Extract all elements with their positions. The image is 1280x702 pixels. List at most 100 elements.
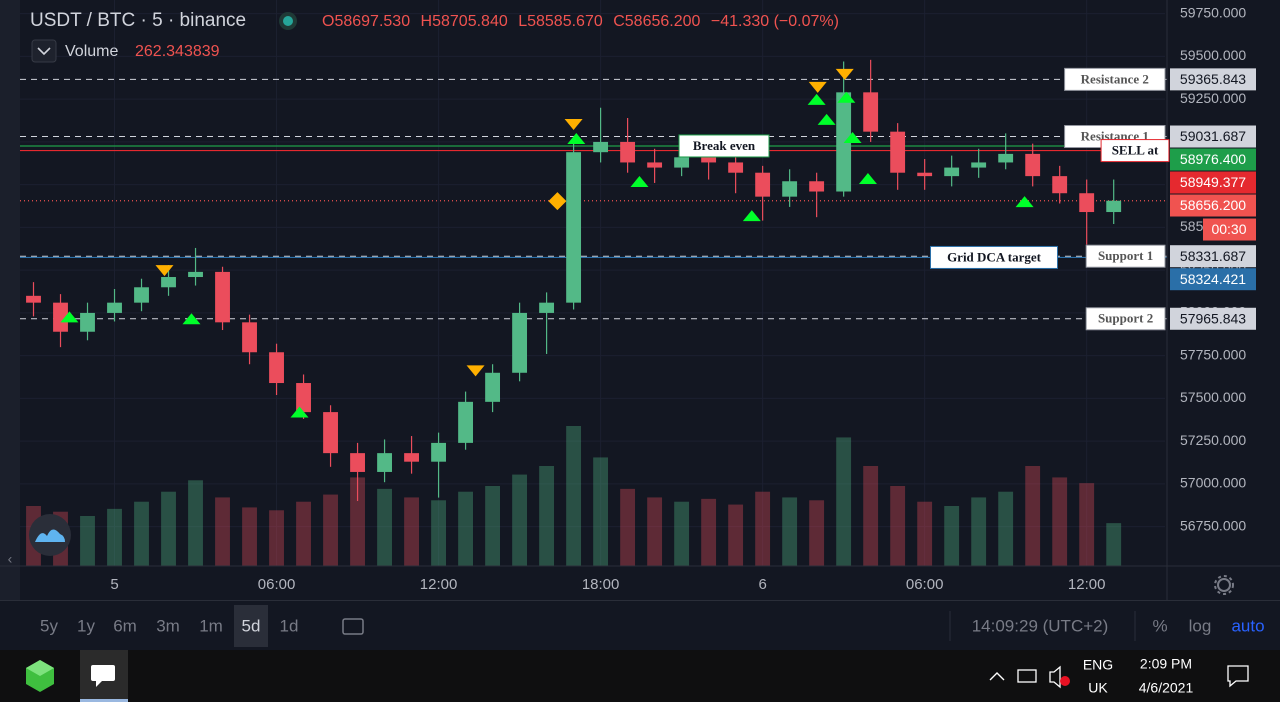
left-strip <box>0 0 20 600</box>
tray-time[interactable]: 2:09 PM <box>1140 656 1192 672</box>
scale-option[interactable]: auto <box>1231 616 1264 635</box>
volume-bar <box>404 497 419 566</box>
x-tick-label: 06:00 <box>258 576 296 593</box>
range-button[interactable]: 5d <box>242 616 261 635</box>
candle-body <box>350 453 365 472</box>
price-label: 58324.421 <box>1180 271 1246 287</box>
candle-body <box>80 312 95 332</box>
ohlc-value: 58705.840 <box>432 13 508 30</box>
candle-body <box>485 372 501 402</box>
clock[interactable]: 14:09:29 (UTC+2) <box>972 616 1109 635</box>
chart: ‹ 59750.00059500.00059250.00059000.00058… <box>0 0 1280 600</box>
tray-arrow[interactable] <box>989 672 1005 681</box>
candle-body <box>242 322 257 353</box>
price-label: 58976.400 <box>1180 151 1246 167</box>
language[interactable]: ENG <box>1083 657 1113 673</box>
tray-date[interactable]: 4/6/2021 <box>1139 680 1194 696</box>
gear <box>1217 578 1231 592</box>
volume-bar <box>566 426 582 566</box>
collapse-arrow[interactable]: ‹ <box>8 551 13 567</box>
buy-marker <box>742 210 761 222</box>
candle-body <box>215 271 230 323</box>
candle-body <box>539 302 555 313</box>
order-name: Grid DCA target <box>947 249 1042 264</box>
y-tick-label: 59250.000 <box>1180 90 1246 106</box>
level-name: Resistance 2 <box>1081 71 1149 86</box>
price-label-box <box>1170 268 1256 291</box>
candle-body <box>593 141 609 153</box>
ohlc-label: L <box>518 13 527 30</box>
candle-body <box>296 383 311 413</box>
price-label-box <box>1170 171 1256 194</box>
range-button[interactable]: 1d <box>280 616 299 635</box>
volume-bar <box>701 498 717 566</box>
volume-bar <box>1079 483 1095 566</box>
candle-body <box>1106 200 1122 213</box>
candle-body <box>647 162 663 168</box>
countdown-box <box>1203 218 1256 241</box>
candle-body <box>890 131 906 173</box>
volume-bar <box>755 491 771 566</box>
price-label: 59365.843 <box>1180 71 1246 87</box>
level-name: Support 2 <box>1098 311 1153 326</box>
range-button[interactable]: 1m <box>199 616 223 635</box>
network-icon[interactable] <box>1017 669 1037 683</box>
volume-bar <box>782 497 798 566</box>
collapse-button[interactable] <box>31 39 57 63</box>
y-tick-label: 59750.000 <box>1180 4 1246 20</box>
range-button[interactable]: 5y <box>40 616 58 635</box>
volume-bar <box>809 500 825 566</box>
y-tick-label: 57500.000 <box>1180 389 1246 405</box>
candle-body <box>566 152 582 303</box>
notification-icon[interactable] <box>1227 665 1249 688</box>
mute-badge <box>1060 676 1070 686</box>
markers <box>60 68 1034 418</box>
range-button[interactable]: 3m <box>156 616 180 635</box>
volume-bar <box>80 516 95 566</box>
logo-cloud <box>35 529 65 542</box>
range-button[interactable]: 1y <box>77 616 95 635</box>
ohlc: O58697.530 H58705.840 L58585.670 C58656.… <box>322 13 839 30</box>
volume-bar <box>836 437 852 566</box>
range-selected-bg[interactable] <box>234 605 268 647</box>
volume-bar <box>323 494 338 566</box>
candle-body <box>1052 176 1068 194</box>
compare-button[interactable] <box>334 614 374 640</box>
candle-body <box>269 352 284 384</box>
volume-icon[interactable] <box>1049 665 1061 689</box>
candles <box>26 59 1122 502</box>
volume-bar <box>1106 523 1122 566</box>
ohlc-label: O <box>322 13 334 30</box>
scale-option[interactable]: log <box>1189 616 1212 635</box>
buy-marker <box>1015 196 1034 208</box>
volume-bar <box>890 486 906 566</box>
volume-bar <box>647 497 663 566</box>
scale-option[interactable]: % <box>1152 616 1167 635</box>
candle-body <box>107 302 122 313</box>
volume-bar <box>377 488 392 566</box>
level-name-box <box>1085 244 1166 268</box>
ohlc-label: H <box>421 13 433 30</box>
candle-body <box>917 172 933 177</box>
range-button[interactable]: 6m <box>113 616 137 635</box>
volume-bar <box>161 491 176 566</box>
buy-marker <box>182 313 201 325</box>
volume-bar <box>998 491 1014 566</box>
volume-bar <box>863 466 879 566</box>
level-name: Support 1 <box>1098 248 1153 263</box>
chat-tail <box>96 681 102 687</box>
region[interactable]: UK <box>1088 680 1108 696</box>
volume-bar <box>107 508 122 566</box>
order-name-box <box>1100 139 1170 163</box>
candle-body <box>188 271 203 278</box>
candle-body <box>971 162 987 168</box>
candle-body <box>782 181 798 197</box>
price-label-box <box>1170 245 1256 268</box>
candle-body <box>404 453 419 462</box>
ohlc-value: 58656.200 <box>625 13 701 30</box>
volume-bar <box>485 486 501 566</box>
chevron-icon <box>37 47 51 56</box>
settings-icon[interactable] <box>1214 575 1234 595</box>
candle-body <box>755 172 771 197</box>
